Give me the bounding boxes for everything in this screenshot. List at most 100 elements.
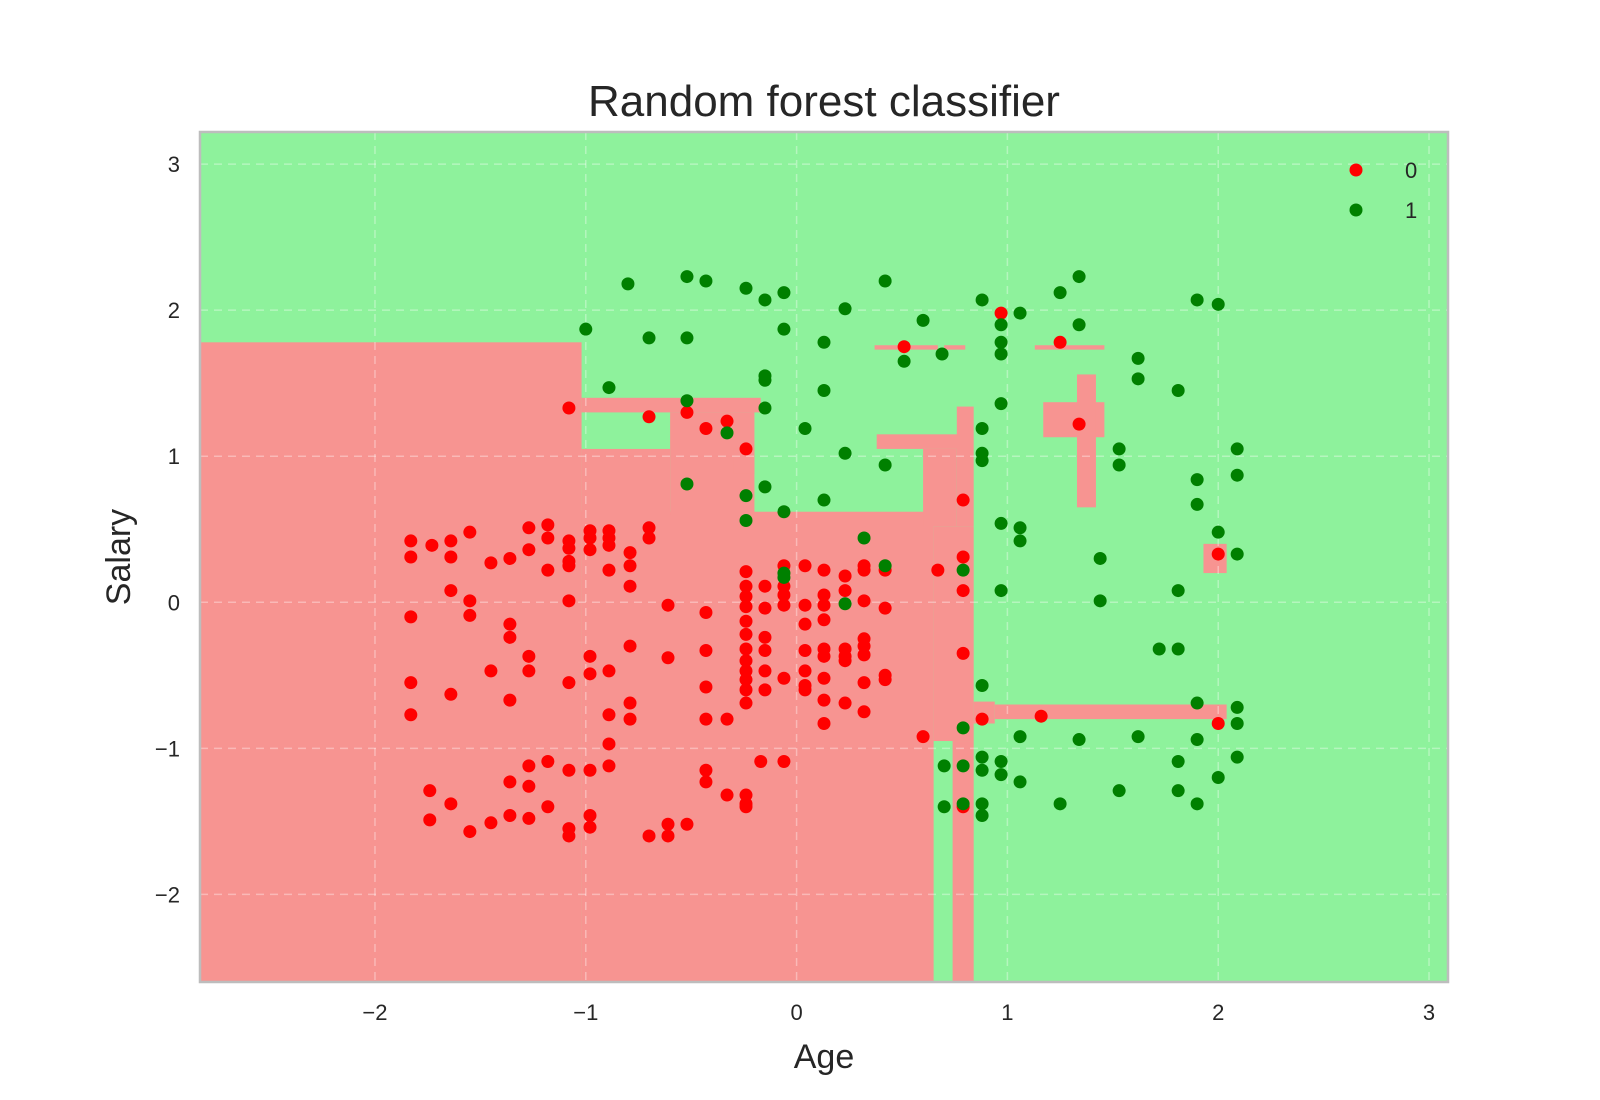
point-class-0 bbox=[602, 737, 616, 751]
point-class-1 bbox=[1072, 270, 1086, 284]
point-class-0 bbox=[754, 754, 768, 768]
point-class-0 bbox=[484, 816, 498, 830]
region-class-0-3 bbox=[581, 448, 671, 515]
point-class-0 bbox=[503, 693, 517, 707]
point-class-0 bbox=[817, 671, 831, 685]
plot-frame bbox=[198, 130, 1450, 984]
region-class-0-4 bbox=[581, 397, 761, 413]
point-class-0 bbox=[720, 712, 734, 726]
point-class-1 bbox=[1013, 730, 1027, 744]
point-class-1 bbox=[1230, 700, 1244, 714]
point-class-1 bbox=[777, 322, 791, 336]
point-class-1 bbox=[699, 274, 713, 288]
point-class-1 bbox=[1053, 797, 1067, 811]
x-axis-ticks: −2 −1 0 1 2 3 bbox=[362, 1000, 1435, 1025]
point-class-1 bbox=[994, 397, 1008, 411]
point-class-1 bbox=[975, 454, 989, 468]
point-class-0 bbox=[739, 683, 753, 697]
point-class-0 bbox=[798, 559, 812, 573]
point-class-0 bbox=[583, 667, 597, 681]
point-class-0 bbox=[444, 797, 458, 811]
point-class-0 bbox=[642, 829, 656, 843]
point-class-0 bbox=[817, 613, 831, 627]
point-class-0 bbox=[661, 829, 675, 843]
point-class-0 bbox=[739, 673, 753, 687]
point-class-1 bbox=[1171, 784, 1185, 798]
legend-label-0: 0 bbox=[1405, 158, 1417, 183]
point-class-0 bbox=[602, 563, 616, 577]
point-class-1 bbox=[1190, 497, 1204, 511]
point-class-0 bbox=[817, 693, 831, 707]
point-class-0 bbox=[541, 800, 555, 814]
point-class-0 bbox=[857, 676, 871, 690]
point-class-0 bbox=[404, 550, 418, 564]
point-class-0 bbox=[975, 712, 989, 726]
point-class-0 bbox=[583, 809, 597, 823]
point-class-1 bbox=[857, 531, 871, 545]
point-class-0 bbox=[758, 630, 772, 644]
x-tick-label: 2 bbox=[1212, 1000, 1224, 1025]
point-class-0 bbox=[817, 588, 831, 602]
point-class-0 bbox=[484, 664, 498, 678]
point-class-0 bbox=[444, 584, 458, 598]
point-class-0 bbox=[623, 546, 637, 560]
point-class-0 bbox=[857, 705, 871, 719]
point-class-0 bbox=[661, 651, 675, 665]
point-class-0 bbox=[1211, 547, 1225, 561]
point-class-1 bbox=[1190, 293, 1204, 307]
point-class-0 bbox=[758, 601, 772, 615]
point-class-1 bbox=[1211, 297, 1225, 311]
point-class-0 bbox=[583, 649, 597, 663]
y-axis-label: Salary bbox=[100, 509, 138, 605]
point-class-0 bbox=[541, 531, 555, 545]
plot-area bbox=[200, 132, 1448, 982]
point-class-1 bbox=[975, 763, 989, 777]
point-class-1 bbox=[838, 446, 852, 460]
point-class-1 bbox=[1013, 306, 1027, 320]
point-class-1 bbox=[680, 394, 694, 408]
region-class-0-0 bbox=[200, 342, 582, 982]
point-class-1 bbox=[739, 513, 753, 527]
point-class-1 bbox=[937, 759, 951, 773]
point-class-1 bbox=[758, 369, 772, 383]
point-class-0 bbox=[857, 594, 871, 608]
point-class-0 bbox=[838, 654, 852, 668]
point-class-0 bbox=[642, 410, 656, 424]
region-class-0-6 bbox=[733, 448, 755, 474]
point-class-1 bbox=[1013, 521, 1027, 535]
point-class-0 bbox=[522, 649, 536, 663]
point-class-0 bbox=[623, 696, 637, 710]
point-class-0 bbox=[642, 521, 656, 535]
point-class-0 bbox=[423, 784, 437, 798]
point-class-1 bbox=[777, 286, 791, 300]
point-class-0 bbox=[699, 763, 713, 777]
legend-marker-0 bbox=[1349, 163, 1363, 177]
point-class-1 bbox=[720, 426, 734, 440]
point-class-0 bbox=[739, 800, 753, 814]
point-class-0 bbox=[562, 763, 576, 777]
point-class-1 bbox=[1093, 551, 1107, 565]
point-class-0 bbox=[817, 563, 831, 577]
point-class-0 bbox=[838, 569, 852, 583]
point-class-0 bbox=[777, 598, 791, 612]
point-class-0 bbox=[739, 442, 753, 456]
point-class-0 bbox=[562, 594, 576, 608]
point-class-1 bbox=[975, 797, 989, 811]
point-class-1 bbox=[680, 477, 694, 491]
point-class-1 bbox=[975, 750, 989, 764]
point-class-1 bbox=[975, 421, 989, 435]
region-class-0-13 bbox=[994, 704, 1227, 720]
point-class-0 bbox=[562, 541, 576, 555]
legend-label-1: 1 bbox=[1405, 198, 1417, 223]
point-class-0 bbox=[522, 664, 536, 678]
point-class-0 bbox=[777, 671, 791, 685]
point-class-0 bbox=[541, 563, 555, 577]
point-class-0 bbox=[739, 642, 753, 656]
point-class-1 bbox=[878, 559, 892, 573]
point-class-1 bbox=[975, 809, 989, 823]
point-class-0 bbox=[541, 754, 555, 768]
chart-title: Random forest classifier bbox=[588, 77, 1060, 126]
point-class-0 bbox=[956, 584, 970, 598]
point-class-0 bbox=[404, 708, 418, 722]
point-class-0 bbox=[423, 813, 437, 827]
